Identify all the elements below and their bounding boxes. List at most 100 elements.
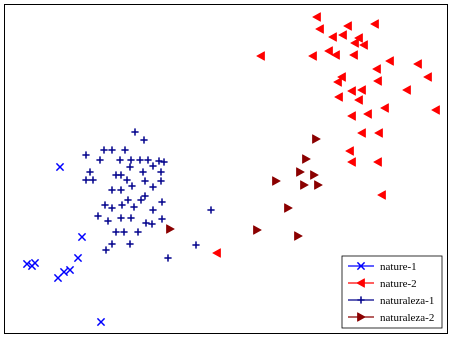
point-nature-2-5 — [327, 32, 337, 42]
point-nature-2-22 — [333, 92, 343, 102]
point-naturaleza-1-18 — [139, 168, 147, 176]
point-naturaleza-1-29 — [141, 192, 149, 200]
point-naturaleza-1-0 — [131, 128, 139, 136]
legend-entry-naturaleza-2: naturaleza-2 — [348, 312, 434, 324]
point-naturaleza-1-4 — [121, 146, 129, 154]
point-naturaleza-2-0 — [312, 134, 322, 144]
point-nature-2-1 — [314, 24, 324, 34]
legend-entry-nature-1: nature-1 — [348, 261, 417, 273]
point-nature-2-10 — [323, 46, 333, 56]
point-nature-2-20 — [356, 85, 366, 95]
point-nature-2-29 — [346, 111, 356, 121]
point-nature-1-3 — [65, 265, 75, 275]
point-nature-2-35 — [376, 190, 386, 200]
point-nature-2-32 — [344, 146, 354, 156]
legend-entry-nature-2: nature-2 — [348, 278, 417, 290]
point-nature-2-36 — [211, 248, 221, 258]
point-naturaleza-2-2 — [296, 167, 306, 177]
point-naturaleza-1-21 — [89, 176, 97, 184]
point-naturaleza-1-28 — [117, 186, 125, 194]
point-naturaleza-1-11 — [155, 157, 163, 165]
point-naturaleza-1-50 — [102, 246, 110, 254]
legend-label-naturaleza-2: naturaleza-2 — [380, 312, 434, 324]
legend-marker-nature-2 — [355, 278, 365, 288]
point-nature-2-24 — [353, 95, 363, 105]
legend-label-nature-2: nature-2 — [380, 278, 417, 290]
point-nature-1-0 — [55, 162, 65, 172]
point-nature-2-0 — [311, 12, 321, 22]
point-naturaleza-2-1 — [302, 154, 312, 164]
point-nature-1-9 — [96, 317, 106, 327]
point-naturaleza-1-44 — [148, 220, 156, 228]
point-naturaleza-1-22 — [123, 176, 131, 184]
point-nature-2-7 — [349, 38, 359, 48]
point-nature-2-34 — [372, 157, 382, 167]
point-nature-2-33 — [346, 157, 356, 167]
point-naturaleza-1-25 — [128, 182, 136, 190]
point-naturaleza-1-20 — [82, 176, 90, 184]
point-naturaleza-1-47 — [134, 228, 142, 236]
legend: nature-1 nature-2 naturaleza-1 naturalez… — [341, 255, 443, 329]
point-nature-2-19 — [332, 77, 342, 87]
legend-marker-naturaleza-2 — [357, 312, 367, 322]
point-nature-2-15 — [422, 72, 432, 82]
point-naturaleza-2-10 — [166, 224, 176, 234]
point-nature-2-26 — [430, 105, 440, 115]
point-naturaleza-1-34 — [108, 204, 116, 212]
point-nature-1-5 — [53, 273, 63, 283]
series-naturaleza-2 — [166, 134, 324, 241]
point-naturaleza-1-36 — [130, 203, 138, 211]
point-nature-2-14 — [412, 59, 422, 69]
legend-sample-nature-2 — [348, 278, 374, 288]
point-naturaleza-2-5 — [300, 180, 310, 190]
point-naturaleza-2-9 — [294, 231, 304, 241]
point-naturaleza-1-14 — [149, 162, 157, 170]
point-nature-2-16 — [371, 64, 381, 74]
point-nature-1-2 — [73, 253, 83, 263]
legend-sample-naturaleza-1 — [348, 296, 374, 304]
point-naturaleza-1-12 — [160, 158, 168, 166]
point-naturaleza-1-53 — [207, 206, 215, 214]
point-nature-2-4 — [337, 30, 347, 40]
legend-sample-naturaleza-2 — [348, 312, 374, 322]
point-nature-2-2 — [342, 21, 352, 31]
point-nature-1-6 — [22, 259, 32, 269]
point-naturaleza-1-2 — [100, 146, 108, 154]
point-naturaleza-1-52 — [192, 241, 200, 249]
point-naturaleza-1-19 — [157, 168, 165, 176]
point-naturaleza-1-9 — [136, 156, 144, 164]
legend-label-nature-1: nature-1 — [380, 261, 417, 273]
point-naturaleza-1-24 — [157, 177, 165, 185]
point-naturaleza-1-43 — [142, 219, 150, 227]
point-naturaleza-1-42 — [104, 217, 112, 225]
point-naturaleza-2-7 — [284, 203, 294, 213]
point-nature-2-9 — [348, 50, 358, 60]
point-naturaleza-2-4 — [272, 176, 282, 186]
point-naturaleza-1-35 — [118, 201, 126, 209]
point-naturaleza-1-5 — [82, 151, 90, 159]
point-naturaleza-1-8 — [127, 156, 135, 164]
point-nature-2-3 — [369, 19, 379, 29]
point-nature-2-17 — [372, 76, 382, 86]
point-nature-1-4 — [59, 267, 69, 277]
point-nature-1-1 — [77, 232, 87, 242]
point-naturaleza-1-15 — [86, 168, 94, 176]
point-naturaleza-1-39 — [117, 214, 125, 222]
point-nature-2-23 — [379, 103, 389, 113]
point-naturaleza-1-46 — [120, 228, 128, 236]
point-naturaleza-1-30 — [124, 196, 132, 204]
point-naturaleza-1-33 — [101, 201, 109, 209]
point-naturaleza-1-45 — [112, 228, 120, 236]
legend-entry-naturaleza-1: naturaleza-1 — [348, 295, 434, 307]
point-naturaleza-1-13 — [126, 163, 134, 171]
point-nature-2-31 — [356, 128, 366, 138]
point-naturaleza-1-31 — [137, 196, 145, 204]
point-naturaleza-1-26 — [149, 183, 157, 191]
point-naturaleza-2-8 — [253, 225, 263, 235]
point-naturaleza-1-38 — [94, 212, 102, 220]
point-naturaleza-1-27 — [108, 186, 116, 194]
point-naturaleza-1-23 — [141, 177, 149, 185]
point-naturaleza-2-3 — [310, 170, 320, 180]
point-naturaleza-1-48 — [108, 240, 116, 248]
